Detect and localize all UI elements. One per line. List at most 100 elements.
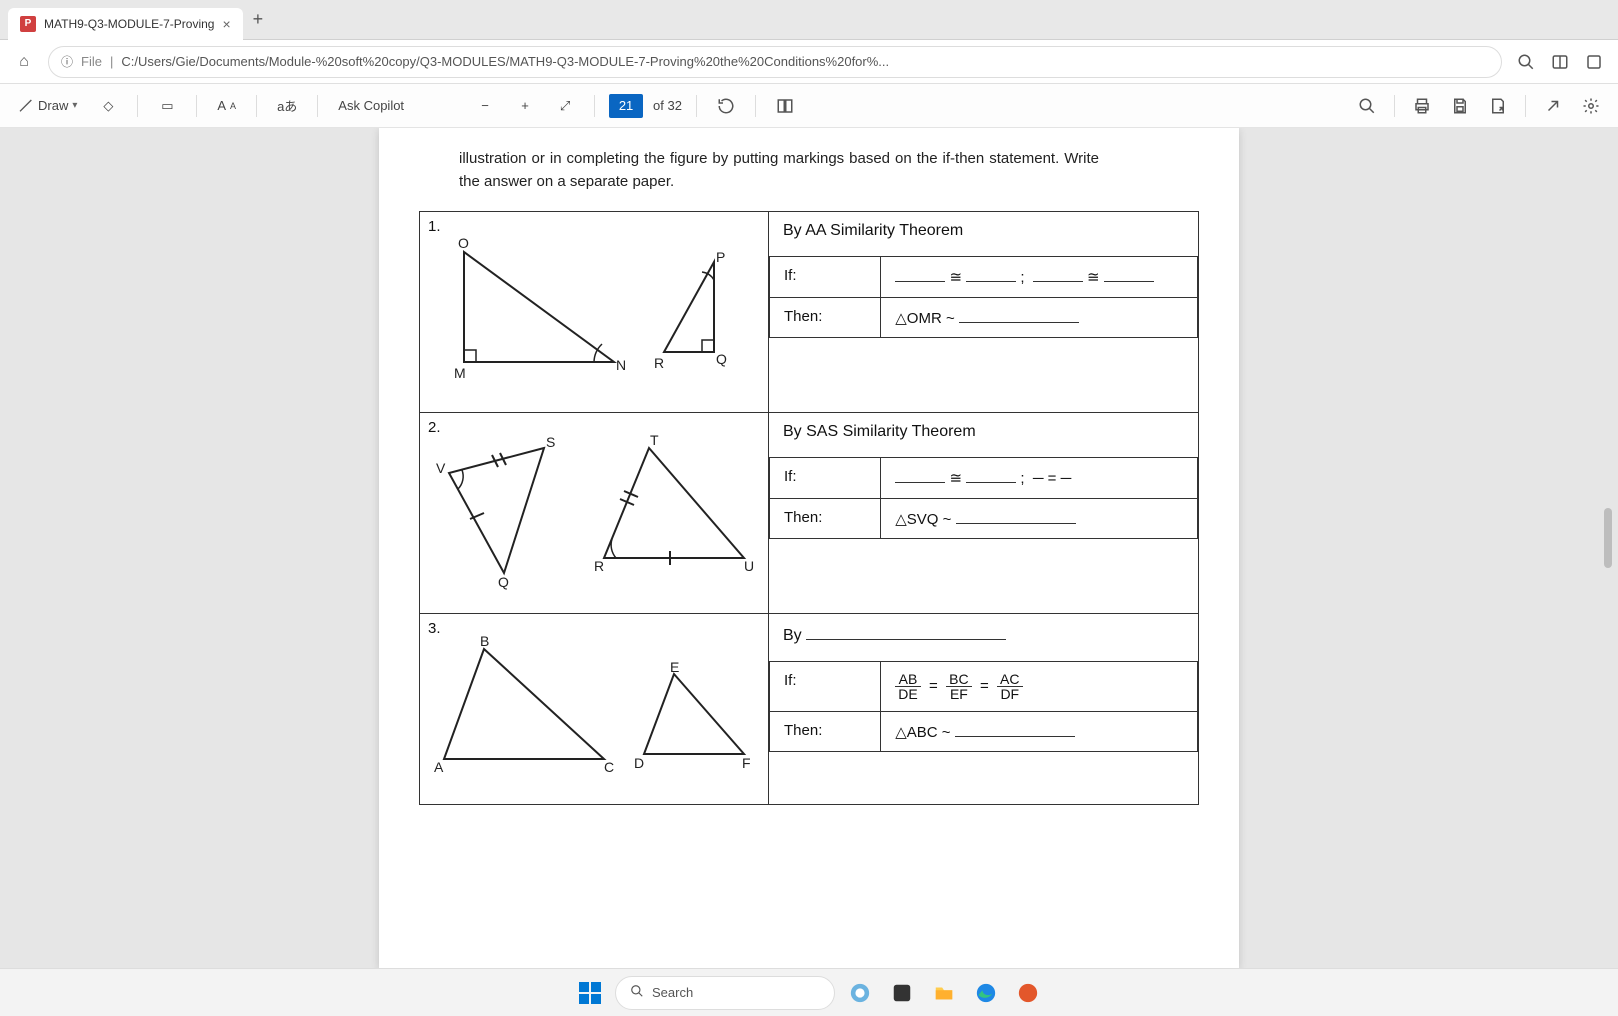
svg-text:M: M [454,365,466,381]
svg-text:V: V [436,460,446,476]
draw-tool[interactable]: Draw ▾ [12,91,83,121]
start-button[interactable] [573,976,607,1010]
triangle-omr: O M N [444,232,634,382]
svg-text:F: F [742,755,751,771]
settings-button[interactable] [1576,91,1606,121]
item-number: 3. [428,620,441,637]
if-label: If: [770,257,881,298]
find-button[interactable] [1352,91,1382,121]
pdf-favicon: P [20,16,36,32]
url-separator: | [110,54,113,69]
then-label: Then: [770,712,881,752]
if-label: If: [770,458,881,499]
taskbar-explorer-icon[interactable] [927,976,961,1010]
item-number: 2. [428,419,441,436]
if-blanks: ≅ ; ≅ [881,257,1198,298]
svg-text:T: T [650,432,659,448]
svg-text:B: B [480,633,489,649]
tab-close-button[interactable]: × [222,16,230,32]
search-icon [630,984,644,1001]
file-protocol-label: File [81,54,102,69]
toolbar-separator [1394,95,1395,117]
triangle-tru: T R U [594,433,754,583]
svg-text:R: R [654,355,664,371]
taskbar-app-icon[interactable] [885,976,919,1010]
svg-text:S: S [546,434,555,450]
fit-page-button[interactable]: ⤢ [550,91,580,121]
zoom-out-button[interactable]: − [470,91,500,121]
text-size-tool[interactable]: AA [211,91,242,121]
svg-text:N: N [616,357,626,373]
browser-tab[interactable]: P MATH9-Q3-MODULE-7-Proving × [8,8,243,40]
figure-cell-2: 2. S V Q [420,413,769,614]
figure-cell-1: 1. O M N [420,212,769,413]
taskbar-copilot-icon[interactable] [843,976,877,1010]
toolbar-separator [256,95,257,117]
windows-logo-icon [579,982,601,1004]
address-right-controls [1512,48,1608,76]
save-as-button[interactable] [1483,91,1513,121]
print-button[interactable] [1407,91,1437,121]
addr-search-icon[interactable] [1512,48,1540,76]
svg-text:Q: Q [498,574,509,590]
svg-text:D: D [634,755,644,771]
then-blank: △ABC ~ [881,712,1198,752]
pdf-toolbar: Draw ▾ ◇ ▭ AA aあ Ask Copilot − + ⤢ 21 of… [0,84,1618,128]
svg-text:E: E [670,659,679,675]
svg-text:R: R [594,558,604,574]
page-of-label: of 32 [653,98,682,113]
tab-title: MATH9-Q3-MODULE-7-Proving [44,17,214,31]
then-blank: △OMR ~ [881,298,1198,338]
svg-text:C: C [604,759,614,775]
erase-tool[interactable]: ◇ [93,91,123,121]
addr-split-icon[interactable] [1546,48,1574,76]
toolbar-separator [594,95,595,117]
page-number-input[interactable]: 21 [609,94,643,118]
zoom-in-button[interactable]: + [510,91,540,121]
url-text: C:/Users/Gie/Documents/Module-%20soft%20… [121,54,889,69]
if-blanks: ≅ ; ─ = ─ [881,458,1198,499]
answer-cell-3: By If: ABDE = BCEF = ACDF [769,614,1199,805]
svg-text:P: P [716,249,725,265]
toolbar-separator [1525,95,1526,117]
new-tab-button[interactable]: + [243,9,274,30]
page-view-button[interactable] [770,91,800,121]
taskbar-edge-icon[interactable] [969,976,1003,1010]
addr-extension-icon[interactable] [1580,48,1608,76]
toolbar-separator [317,95,318,117]
file-protocol-icon: ⓘ [61,53,73,70]
browser-tab-strip: P MATH9-Q3-MODULE-7-Proving × + [0,0,1618,40]
windows-taskbar: Search [0,968,1618,1016]
home-button[interactable]: ⌂ [10,48,38,76]
rotate-button[interactable] [711,91,741,121]
answer-cell-2: By SAS Similarity Theorem If: ≅ ; ─ = ─ … [769,413,1199,614]
ask-copilot-button[interactable]: Ask Copilot [332,91,410,121]
toolbar-separator [755,95,756,117]
then-label: Then: [770,298,881,338]
fullscreen-button[interactable] [1538,91,1568,121]
text-size-sup: A [230,101,236,111]
if-label: If: [770,662,881,712]
svg-text:U: U [744,558,754,574]
pdf-viewport[interactable]: illustration or in completing the figure… [0,128,1618,968]
toolbar-separator [137,95,138,117]
answer-cell-1: By AA Similarity Theorem If: ≅ ; ≅ Then: [769,212,1199,413]
address-bar[interactable]: ⓘ File | C:/Users/Gie/Documents/Module-%… [48,46,1502,78]
toolbar-separator [696,95,697,117]
svg-text:O: O [458,235,469,251]
translate-tool[interactable]: aあ [271,91,303,121]
triangle-def: E D F [634,664,754,774]
figure-cell-3: 3. B A C E D F [420,614,769,805]
search-placeholder: Search [652,985,693,1000]
highlight-tool[interactable]: ▭ [152,91,182,121]
taskbar-app2-icon[interactable] [1011,976,1045,1010]
text-size-icon: A [217,98,226,113]
save-button[interactable] [1445,91,1475,121]
then-label: Then: [770,499,881,539]
taskbar-search[interactable]: Search [615,976,835,1010]
svg-text:A: A [434,759,444,775]
theorem-title-blank: By [769,614,1198,655]
worksheet-table: 1. O M N [419,211,1199,805]
pdf-page: illustration or in completing the figure… [379,128,1239,968]
scrollbar-thumb[interactable] [1604,508,1612,568]
